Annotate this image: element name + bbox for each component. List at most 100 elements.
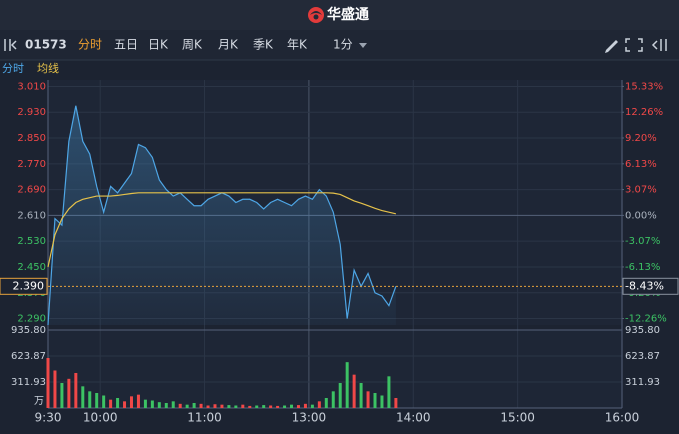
volume-bar	[241, 404, 245, 408]
volume-bar	[310, 404, 314, 408]
sidebar-icon[interactable]	[651, 39, 667, 51]
y2-tick-label: -3.07%	[625, 236, 660, 247]
period-tab[interactable]: 日K	[148, 38, 169, 52]
collapse-icon[interactable]	[4, 39, 17, 51]
volume-tick-label-left: 935.80	[11, 325, 46, 336]
stock-code: 01573	[25, 38, 67, 52]
period-tab[interactable]: 年K	[287, 38, 308, 52]
y-tick-label: 2.770	[17, 159, 46, 170]
last-change-label: -8.43%	[625, 279, 664, 292]
toolbar	[0, 30, 679, 60]
period-tab[interactable]: 月K	[218, 38, 239, 52]
volume-bar	[296, 405, 300, 408]
volume-bar	[178, 403, 182, 408]
volume-tick-label-right: 623.87	[625, 351, 660, 362]
volume-bar	[185, 404, 189, 408]
y-tick-label: 2.450	[17, 262, 46, 273]
volume-bar	[352, 374, 356, 408]
period-tab[interactable]: 季K	[253, 38, 274, 52]
x-tick-label: 11:00	[187, 411, 222, 425]
legend-price: 分时	[2, 62, 24, 75]
volume-bar	[387, 376, 391, 408]
volume-bar	[338, 382, 342, 408]
y-tick-label: 2.530	[17, 236, 46, 247]
volume-bar	[366, 391, 370, 408]
volume-bar	[303, 403, 307, 408]
dropdown-arrow[interactable]	[359, 43, 367, 48]
volume-bar	[116, 397, 120, 408]
volume-bar	[276, 405, 280, 408]
x-tick-label: 9:30	[35, 411, 62, 425]
y2-tick-label: 12.26%	[625, 107, 663, 118]
volume-bar	[136, 394, 140, 408]
x-tick-label: 10:00	[83, 411, 118, 425]
y-tick-label: 2.290	[17, 314, 46, 325]
volume-bar	[81, 386, 85, 408]
fullscreen-icon[interactable]	[625, 38, 643, 52]
x-tick-label: 15:00	[500, 411, 535, 425]
draw-icon[interactable]	[605, 40, 618, 53]
period-tab[interactable]: 五日	[114, 38, 138, 52]
app-title: 华盛通	[327, 6, 369, 23]
volume-bar	[102, 395, 106, 408]
volume-bar	[255, 405, 259, 408]
volume-tick-label-left: 623.87	[11, 351, 46, 362]
average-line	[47, 192, 397, 268]
volume-bar	[143, 399, 147, 408]
y2-tick-label: 15.33%	[625, 81, 663, 92]
y-tick-label: 3.010	[17, 81, 46, 92]
volume-bar	[46, 357, 50, 408]
volume-bar	[199, 403, 203, 408]
y-tick-label: 2.850	[17, 133, 46, 144]
volume-bar	[88, 391, 92, 408]
interval-select[interactable]: 1分	[333, 38, 353, 52]
volume-bar	[331, 391, 335, 408]
volume-bar	[227, 405, 231, 408]
volume-bar	[269, 405, 273, 408]
volume-pane	[48, 330, 622, 408]
volume-unit: 万	[34, 396, 44, 407]
y-tick-label: 2.690	[17, 185, 46, 196]
x-tick-label: 13:00	[292, 411, 327, 425]
volume-bar	[248, 405, 252, 408]
legend-average: 均线	[37, 61, 59, 75]
volume-bar	[359, 382, 363, 408]
volume-tick-label-right: 935.80	[625, 325, 660, 336]
volume-bar	[53, 370, 57, 408]
volume-bar	[74, 372, 78, 408]
volume-bar	[171, 401, 175, 408]
y2-tick-label: -12.26%	[625, 314, 667, 325]
volume-bar	[283, 405, 287, 408]
y-tick-label: 2.610	[17, 210, 46, 221]
y2-tick-label: 6.13%	[625, 159, 657, 170]
volume-bar	[123, 401, 127, 408]
period-tab[interactable]: 分时	[78, 38, 102, 52]
last-price-box	[0, 277, 48, 295]
volume-bar	[317, 401, 321, 408]
x-tick-label: 16:00	[605, 411, 640, 425]
volume-bar	[213, 404, 217, 408]
volume-bar	[164, 402, 168, 408]
volume-bar	[234, 405, 238, 408]
volume-bar	[192, 402, 196, 408]
period-tab[interactable]: 周K	[182, 38, 203, 52]
volume-bar	[373, 392, 377, 408]
volume-bar	[150, 400, 154, 408]
volume-tick-label-left: 311.93	[11, 377, 46, 388]
volume-bar	[394, 397, 398, 408]
y2-tick-label: -6.13%	[625, 262, 660, 273]
volume-bar	[67, 378, 71, 408]
y2-tick-label: 9.20%	[625, 133, 657, 144]
volume-tick-label-right: 311.93	[625, 377, 660, 388]
x-tick-label: 14:00	[396, 411, 431, 425]
volume-bar	[206, 405, 210, 408]
volume-bar	[324, 397, 328, 408]
logo-icon	[308, 7, 324, 23]
last-price-label: 2.390	[13, 279, 45, 292]
y-tick-label: 2.930	[17, 107, 46, 118]
volume-bar	[95, 392, 99, 408]
volume-bar	[60, 382, 64, 408]
volume-bar	[380, 395, 384, 408]
